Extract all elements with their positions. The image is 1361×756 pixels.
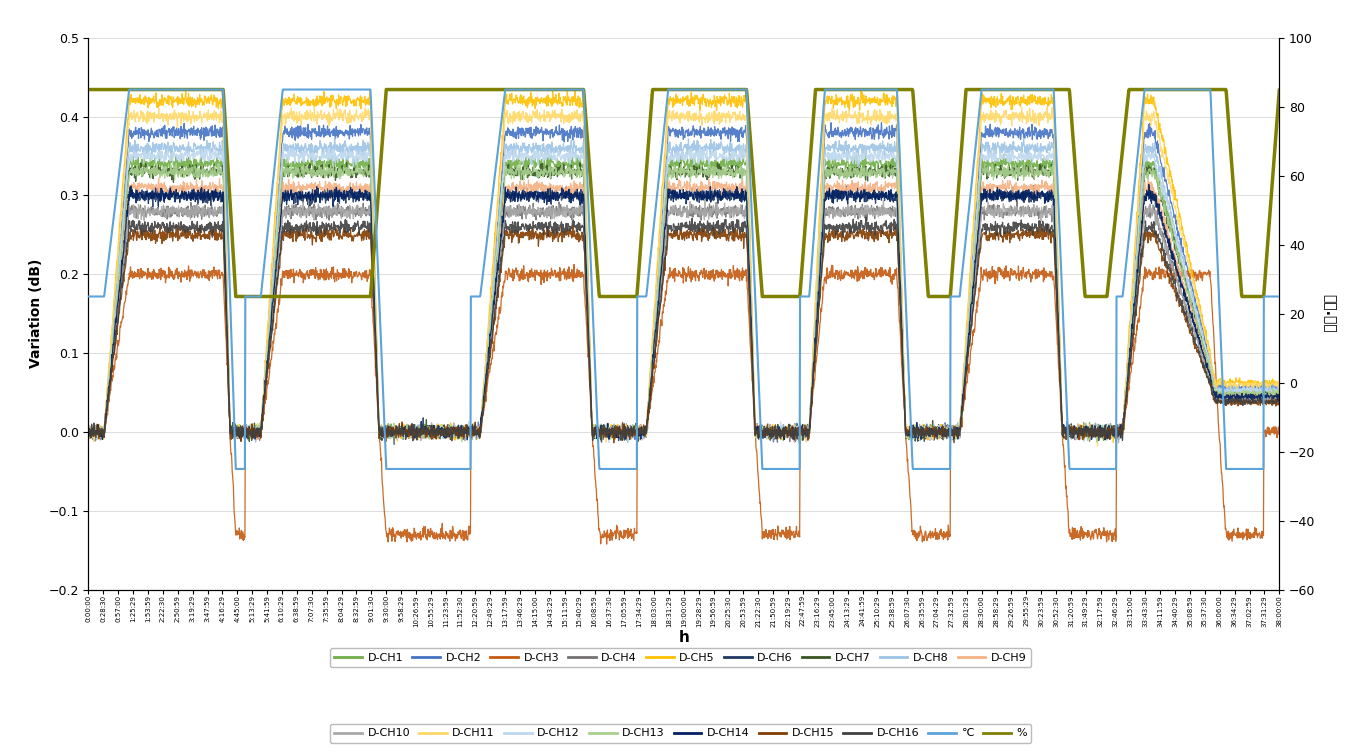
Legend: D-CH10, D-CH11, D-CH12, D-CH13, D-CH14, D-CH15, D-CH16, ℃, %: D-CH10, D-CH11, D-CH12, D-CH13, D-CH14, …	[329, 724, 1032, 743]
Y-axis label: 온도.습도: 온도.습도	[1323, 294, 1337, 333]
Legend: D-CH1, D-CH2, D-CH3, D-CH4, D-CH5, D-CH6, D-CH7, D-CH8, D-CH9: D-CH1, D-CH2, D-CH3, D-CH4, D-CH5, D-CH6…	[329, 649, 1032, 668]
Y-axis label: Variation (dB): Variation (dB)	[29, 259, 42, 368]
X-axis label: h: h	[679, 630, 689, 645]
